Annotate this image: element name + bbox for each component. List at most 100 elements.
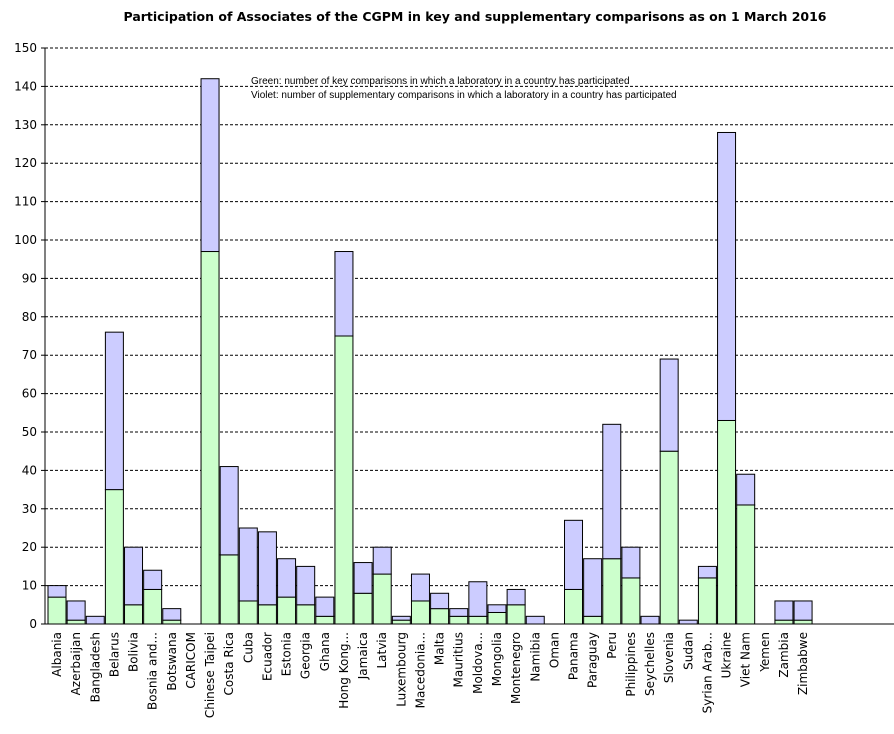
bar-key [296, 604, 316, 625]
bar-key [372, 573, 392, 625]
y-tick-label: 110 [14, 195, 37, 209]
y-tick-label: 0 [29, 617, 37, 631]
y-tick-label: 120 [14, 156, 37, 170]
category-label: Bolivia [127, 632, 141, 672]
bar-key [717, 419, 737, 625]
bar-key [143, 588, 163, 625]
bar-key [410, 600, 430, 625]
category-label: Macedonia... [413, 632, 427, 708]
bar-supplementary [85, 615, 105, 625]
bar-supplementary [143, 569, 163, 590]
bar-supplementary [564, 519, 584, 590]
bar-key [736, 504, 756, 625]
y-tick-label: 40 [22, 463, 37, 477]
category-label: Belarus [107, 632, 121, 677]
y-tick-label: 80 [22, 310, 37, 324]
bar-supplementary [430, 592, 450, 610]
bar-supplementary [410, 573, 430, 602]
category-label: Latvia [375, 632, 389, 669]
category-label: Ukraine [720, 632, 734, 678]
category-label: Yemen [758, 632, 772, 673]
bar-supplementary [774, 600, 794, 621]
bar-key [277, 596, 297, 625]
category-label: Estonia [280, 632, 294, 676]
bar-key [506, 604, 526, 625]
category-label: Malta [433, 632, 447, 665]
bar-key [391, 619, 411, 625]
bar-supplementary [717, 131, 737, 421]
bar-supplementary [449, 608, 469, 617]
bar-key [487, 611, 507, 625]
bar-supplementary [66, 600, 86, 621]
bar-supplementary [353, 562, 373, 594]
category-label: Paraguay [586, 632, 600, 688]
bar-key [774, 619, 794, 625]
category-label: Zimbabwe [796, 632, 810, 695]
category-label: Mongolia [490, 632, 504, 686]
axes [44, 48, 894, 625]
category-label: Bangladesh [88, 632, 102, 702]
category-label: Luxembourg [394, 632, 408, 707]
category-label: Montenegro [509, 632, 523, 704]
category-label: Oman [547, 632, 561, 668]
bar-key [353, 592, 373, 625]
category-label: Slovenia [662, 632, 676, 683]
bar-key [104, 489, 124, 625]
bar-supplementary [468, 581, 488, 617]
category-label: Albania [50, 632, 64, 677]
bar-key [430, 608, 450, 625]
category-label: Viet Nam [739, 632, 753, 687]
y-tick-label: 150 [14, 41, 37, 55]
bar-supplementary [602, 423, 622, 560]
bar-supplementary [104, 331, 124, 491]
bar-key [564, 588, 584, 625]
category-label: Seychelles [643, 632, 657, 696]
bar-supplementary [372, 546, 392, 575]
y-tick-label: 100 [14, 233, 37, 247]
category-label: Ghana [318, 632, 332, 671]
bar-supplementary [162, 608, 182, 621]
y-tick-label: 70 [22, 348, 37, 362]
bar-supplementary [257, 531, 277, 606]
bar-supplementary [697, 565, 717, 579]
bar-key [697, 577, 717, 625]
bar-supplementary [640, 615, 660, 625]
bar-key [124, 604, 144, 625]
bar-supplementary [487, 604, 507, 613]
category-label: Syrian Arab... [700, 632, 714, 713]
bar-key [200, 251, 220, 625]
y-tick-label: 90 [22, 271, 37, 285]
bar-key [238, 600, 258, 625]
bar-key [162, 619, 182, 625]
bar-supplementary [219, 466, 239, 556]
y-tick-label: 30 [22, 502, 37, 516]
bar-supplementary [296, 565, 316, 606]
chart-title: Participation of Associates of the CGPM … [123, 9, 827, 24]
category-labels: Albania Azerbaijan Bangladesh Belarus Bolivi… [50, 632, 810, 718]
y-tick-label: 20 [22, 540, 37, 554]
bar-key [659, 450, 679, 625]
annotation-green: Green: number of key comparisons in whic… [251, 76, 630, 87]
category-label: Namibia [528, 632, 542, 682]
category-label: Moldova... [471, 632, 485, 694]
bar-supplementary [525, 615, 545, 625]
bar-supplementary [678, 619, 698, 625]
bar-supplementary [583, 558, 603, 617]
bar-key [602, 558, 622, 625]
category-label: Sudan [681, 632, 695, 670]
y-tick-label: 50 [22, 425, 37, 439]
bar-key [449, 615, 469, 625]
bars [47, 78, 813, 625]
annotation-text: Green: number of key comparisons in whic… [251, 76, 677, 101]
bar-supplementary [391, 615, 411, 621]
bar-key [468, 615, 488, 625]
y-tick-labels: 0 10 20 30 40 50 60 70 80 90 100 110 120 130 140 150 [14, 41, 45, 631]
bar-key [334, 335, 354, 625]
category-label: Mauritius [452, 632, 466, 687]
bar-key [257, 604, 277, 625]
bar-supplementary [315, 596, 335, 617]
bar-supplementary [506, 588, 526, 606]
bar-supplementary [47, 585, 67, 598]
category-label: Bosnia and... [146, 632, 160, 710]
